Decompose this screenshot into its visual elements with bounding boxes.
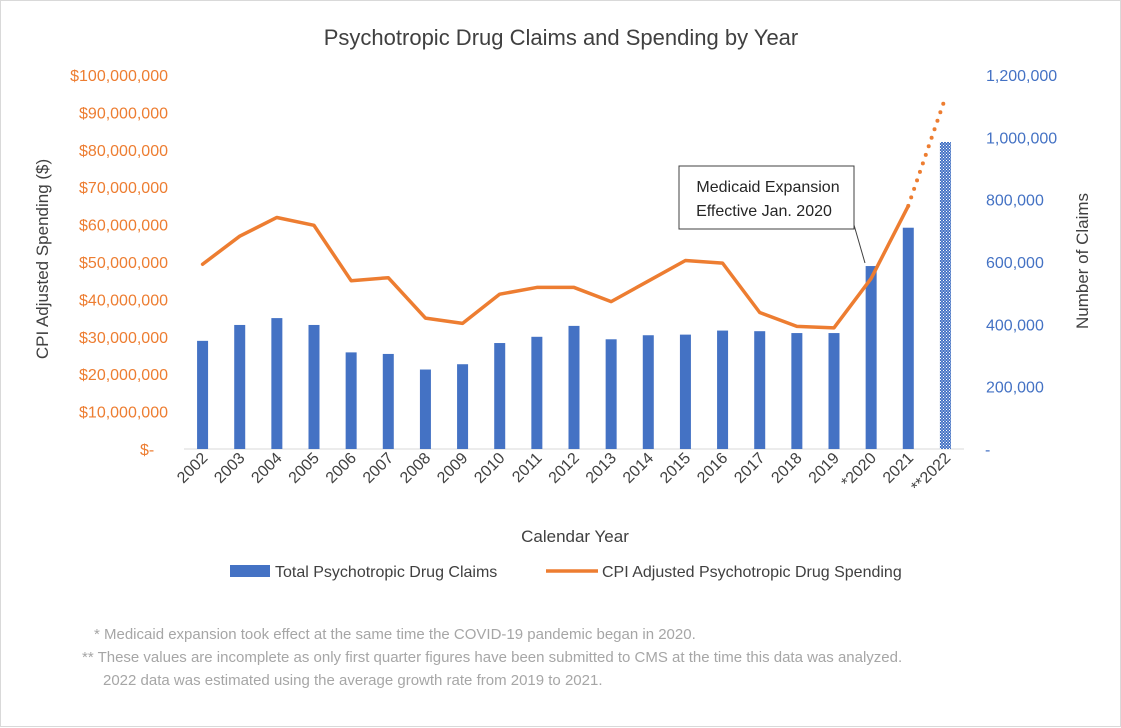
- annotation-callout: Medicaid Expansion Effective Jan. 2020: [678, 165, 866, 264]
- x-tick-label: 2015: [657, 450, 694, 487]
- spending-line: [200, 95, 948, 330]
- bar: [791, 333, 803, 449]
- chart-title: Psychotropic Drug Claims and Spending by…: [324, 25, 799, 50]
- bar: [531, 336, 543, 449]
- left-tick-label: $20,000,000: [79, 367, 168, 384]
- right-tick-label: 600,000: [986, 255, 1044, 272]
- bar: [828, 333, 840, 449]
- legend-label-spending: CPI Adjusted Psychotropic Drug Spending: [602, 564, 902, 581]
- bar: [754, 331, 766, 449]
- left-tick-label: $80,000,000: [79, 143, 168, 160]
- x-tick-label: 2013: [583, 450, 620, 487]
- bar: [419, 369, 431, 449]
- spending-line-solid: [200, 204, 911, 330]
- left-tick-label: $100,000,000: [70, 68, 168, 85]
- legend: Total Psychotropic Drug Claims CPI Adjus…: [230, 564, 902, 581]
- x-tick-label: 2006: [323, 450, 360, 487]
- x-tick-label: 2004: [248, 450, 285, 487]
- right-tick-label: 400,000: [986, 317, 1044, 334]
- right-tick-label: 1,000,000: [986, 130, 1057, 147]
- right-tick-label: 1,200,000: [986, 68, 1057, 85]
- right-axis-ticks: - 200,000 400,000 600,000 800,000 1,000,000 1,…: [985, 68, 1057, 459]
- footnote-3: 2022 data was estimated using the averag…: [103, 672, 602, 689]
- bar: [271, 318, 283, 449]
- bar: [457, 364, 469, 449]
- x-tick-label: 2009: [434, 450, 471, 487]
- annotation-leader-line: [853, 224, 866, 264]
- left-tick-label: $10,000,000: [79, 405, 168, 422]
- right-axis-title: Number of Claims: [1073, 193, 1092, 329]
- left-tick-label: $60,000,000: [79, 218, 168, 235]
- left-tick-label: $-: [140, 442, 154, 459]
- bar: [197, 340, 209, 449]
- bar: [494, 343, 506, 449]
- bar: [382, 353, 394, 449]
- left-axis-ticks: $- $10,000,000 $20,000,000 $30,000,000 $40,0…: [70, 68, 168, 459]
- annotation-line-2: Effective Jan. 2020: [696, 203, 832, 220]
- bar: [717, 330, 729, 449]
- bar-estimated: [939, 142, 951, 449]
- claims-bars: [197, 142, 951, 449]
- x-tick-label: 2002: [174, 450, 211, 487]
- left-axis-title: CPI Adjusted Spending ($): [33, 159, 52, 359]
- x-tick-label: 2012: [546, 450, 583, 487]
- bar: [902, 227, 914, 449]
- footnote-2: ** These values are incomplete as only f…: [82, 649, 902, 666]
- left-tick-label: $50,000,000: [79, 255, 168, 272]
- x-tick-label: 2003: [211, 450, 248, 487]
- x-tick-label: 2019: [806, 450, 843, 487]
- x-tick-label: 2005: [286, 450, 323, 487]
- x-axis-title: Calendar Year: [521, 527, 629, 546]
- legend-label-claims: Total Psychotropic Drug Claims: [275, 564, 497, 581]
- bar: [568, 325, 580, 449]
- x-tick-label: *2020: [838, 450, 880, 492]
- spending-line-estimated: [906, 95, 948, 208]
- bar: [865, 266, 877, 449]
- right-tick-label: 800,000: [986, 193, 1044, 210]
- left-tick-label: $30,000,000: [79, 330, 168, 347]
- annotation-line-1: Medicaid Expansion: [696, 179, 839, 196]
- x-tick-label: **2022: [908, 450, 954, 496]
- x-tick-label: 2014: [620, 450, 657, 487]
- left-tick-label: $90,000,000: [79, 105, 168, 122]
- x-tick-label: 2016: [694, 450, 731, 487]
- bar: [345, 352, 357, 449]
- bar: [234, 324, 246, 449]
- bar: [642, 335, 654, 449]
- legend-swatch-claims: [230, 565, 270, 577]
- left-tick-label: $40,000,000: [79, 292, 168, 309]
- left-tick-label: $70,000,000: [79, 180, 168, 197]
- bar: [679, 334, 691, 449]
- x-tick-label: 2018: [768, 450, 805, 487]
- bar: [605, 339, 617, 449]
- right-tick-label: -: [985, 442, 990, 459]
- annotation-box: [678, 165, 855, 230]
- x-tick-label: 2011: [509, 450, 545, 486]
- x-tick-label: 2008: [397, 450, 434, 487]
- x-tick-label: 2017: [731, 450, 768, 487]
- x-axis-ticks: 2002 2003 2004 2005 2006 2007 2008 2009 2010 2011…: [174, 450, 954, 496]
- footnote-1: * Medicaid expansion took effect at the …: [94, 626, 696, 643]
- x-tick-label: 2007: [360, 450, 397, 487]
- x-tick-label: 2010: [471, 450, 508, 487]
- right-tick-label: 200,000: [986, 380, 1044, 397]
- bar: [308, 324, 320, 449]
